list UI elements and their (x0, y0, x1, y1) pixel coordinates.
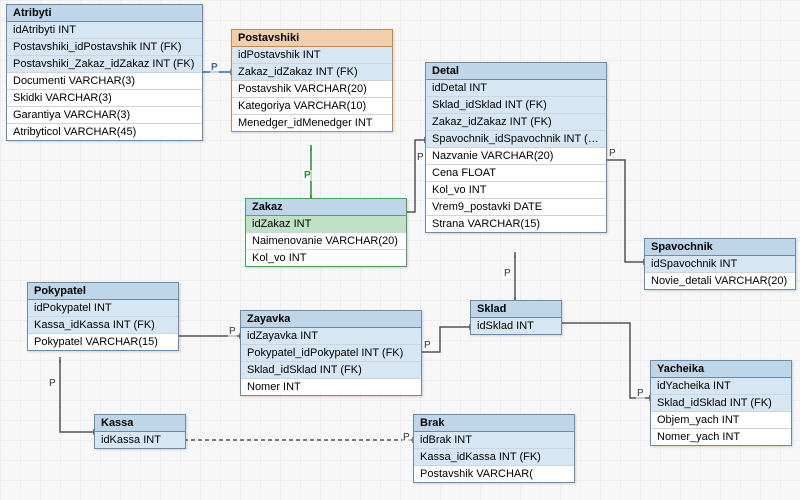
connector-label: P (503, 268, 512, 279)
entity-attr-row[interactable]: Objem_yach INT (651, 412, 791, 429)
entity-postavshiki[interactable]: PostavshikiidPostavshik INTZakaz_idZakaz… (231, 29, 393, 132)
entity-title[interactable]: Spavochnik (645, 239, 795, 256)
entity-pk-row[interactable]: Sklad_idSklad INT (FK) (651, 395, 791, 412)
connector-line (405, 140, 425, 212)
connector-label: P (416, 152, 425, 163)
entity-zakaz[interactable]: ZakazidZakaz INTNaimenovanie VARCHAR(20)… (245, 198, 407, 267)
entity-attr-row[interactable]: Naimenovanie VARCHAR(20) (246, 233, 406, 250)
connector-label: P (423, 340, 432, 351)
entity-title[interactable]: Kassa (95, 415, 185, 432)
entity-attr-row[interactable]: Postavshik VARCHAR(20) (232, 81, 392, 98)
connector-label: P (636, 388, 645, 399)
entity-attr-row[interactable]: Kategoriya VARCHAR(10) (232, 98, 392, 115)
connector-label: P (210, 62, 219, 73)
entity-attr-row[interactable]: Cena FLOAT (426, 165, 606, 182)
entity-attr-row[interactable]: Postavshik VARCHAR( (414, 466, 574, 482)
entity-attr-row[interactable]: Novie_detali VARCHAR(20) (645, 273, 795, 289)
entity-pk-row[interactable]: idBrak INT (414, 432, 574, 449)
entity-attr-row[interactable]: Kol_vo INT (246, 250, 406, 266)
entity-attr-row[interactable]: Pokypatel VARCHAR(15) (28, 334, 178, 350)
entity-pk-row[interactable]: Kassa_idKassa INT (FK) (414, 449, 574, 466)
entity-pk-row[interactable]: idPostavshik INT (232, 47, 392, 64)
entity-pk-row[interactable]: Sklad_idSklad INT (FK) (241, 362, 421, 379)
entity-attr-row[interactable]: Skidki VARCHAR(3) (7, 90, 202, 107)
entity-pk-row[interactable]: Postavshiki_Zakaz_idZakaz INT (FK) (7, 56, 202, 73)
entity-zayavka[interactable]: ZayavkaidZayavka INTPokypatel_idPokypate… (240, 310, 422, 396)
entity-attr-row[interactable]: Nomer INT (241, 379, 421, 395)
entity-detal[interactable]: DetalidDetal INTSklad_idSklad INT (FK)Za… (425, 62, 607, 233)
entity-attr-row[interactable]: Vrem9_postavki DATE (426, 199, 606, 216)
entity-pk-row[interactable]: Sklad_idSklad INT (FK) (426, 97, 606, 114)
entity-attr-row[interactable]: Documenti VARCHAR(3) (7, 73, 202, 90)
entity-pk-row[interactable]: idPokypatel INT (28, 300, 178, 317)
entity-attr-row[interactable]: Garantiya VARCHAR(3) (7, 107, 202, 124)
entity-pk-row[interactable]: idDetal INT (426, 80, 606, 97)
entity-pokypatel[interactable]: PokypatelidPokypatel INTKassa_idKassa IN… (27, 282, 179, 351)
entity-title[interactable]: Detal (426, 63, 606, 80)
entity-attr-row[interactable]: Strana VARCHAR(15) (426, 216, 606, 232)
entity-pk-row[interactable]: idAtribyti INT (7, 22, 202, 39)
connector-label: P (48, 378, 57, 389)
connector-line (605, 160, 644, 262)
entity-attr-row[interactable]: Kol_vo INT (426, 182, 606, 199)
entity-yacheika[interactable]: YacheikaidYacheika INTSklad_idSklad INT … (650, 360, 792, 446)
entity-spavochnik[interactable]: SpavochnikidSpavochnik INTNovie_detali V… (644, 238, 796, 290)
entity-title[interactable]: Zakaz (246, 199, 406, 216)
entity-title[interactable]: Brak (414, 415, 574, 432)
entity-sklad[interactable]: SkladidSklad INT (470, 300, 562, 335)
entity-attr-row[interactable]: Nazvanie VARCHAR(20) (426, 148, 606, 165)
entity-pk-row[interactable]: idZakaz INT (246, 216, 406, 233)
entity-title[interactable]: Pokypatel (28, 283, 178, 300)
entity-pk-row[interactable]: idSklad INT (471, 318, 561, 334)
entity-attr-row[interactable]: Menedger_idMenedger INT (232, 115, 392, 131)
connector-label: P (303, 170, 312, 181)
entity-atribyti[interactable]: AtribytiidAtribyti INTPostavshiki_idPost… (6, 4, 203, 141)
entity-pk-row[interactable]: idKassa INT (95, 432, 185, 448)
entity-title[interactable]: Zayavka (241, 311, 421, 328)
entity-pk-row[interactable]: Zakaz_idZakaz INT (FK) (426, 114, 606, 131)
entity-title[interactable]: Atribyti (7, 5, 202, 22)
entity-attr-row[interactable]: Nomer_yach INT (651, 429, 791, 445)
entity-pk-row[interactable]: Zakaz_idZakaz INT (FK) (232, 64, 392, 81)
entity-brak[interactable]: BrakidBrak INTKassa_idKassa INT (FK)Post… (413, 414, 575, 483)
entity-kassa[interactable]: KassaidKassa INT (94, 414, 186, 449)
entity-pk-row[interactable]: idSpavochnik INT (645, 256, 795, 273)
connector-line (560, 323, 650, 398)
entity-pk-row[interactable]: idYacheika INT (651, 378, 791, 395)
connector-label: P (608, 148, 617, 159)
entity-pk-row[interactable]: Pokypatel_idPokypatel INT (FK) (241, 345, 421, 362)
entity-pk-row[interactable]: idZayavka INT (241, 328, 421, 345)
connector-label: P (228, 326, 237, 337)
entity-attr-row[interactable]: Atribyticol VARCHAR(45) (7, 124, 202, 140)
entity-title[interactable]: Sklad (471, 301, 561, 318)
connector-line (60, 360, 94, 432)
entity-title[interactable]: Postavshiki (232, 30, 392, 47)
entity-pk-row[interactable]: Postavshiki_idPostavshik INT (FK) (7, 39, 202, 56)
connector-label: P (402, 432, 411, 443)
entity-title[interactable]: Yacheika (651, 361, 791, 378)
entity-pk-row[interactable]: Spavochnik_idSpavochnik INT (FK) (426, 131, 606, 148)
entity-pk-row[interactable]: Kassa_idKassa INT (FK) (28, 317, 178, 334)
